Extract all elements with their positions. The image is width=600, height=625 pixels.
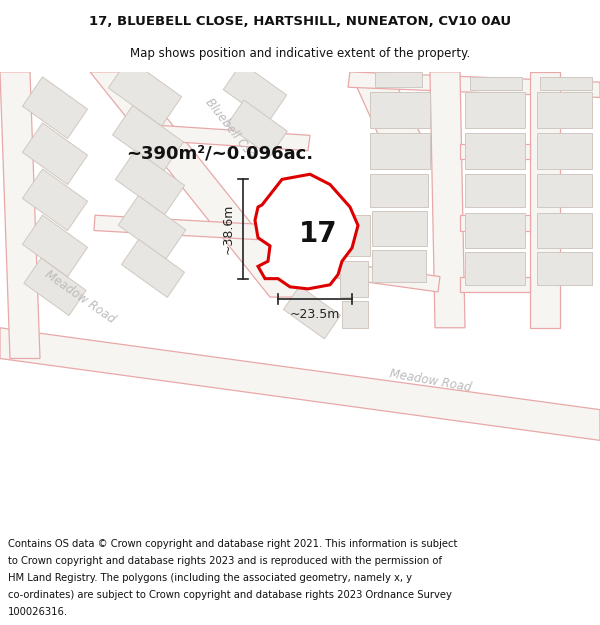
- Polygon shape: [465, 213, 525, 248]
- Polygon shape: [118, 196, 186, 259]
- Polygon shape: [223, 62, 287, 122]
- Polygon shape: [372, 250, 426, 282]
- Polygon shape: [372, 211, 427, 246]
- Polygon shape: [470, 77, 522, 90]
- Text: co-ordinates) are subject to Crown copyright and database rights 2023 Ordnance S: co-ordinates) are subject to Crown copyr…: [8, 590, 452, 600]
- Polygon shape: [537, 92, 592, 128]
- Text: Bluebell Cse: Bluebell Cse: [203, 96, 257, 161]
- Polygon shape: [370, 92, 430, 128]
- Polygon shape: [350, 72, 420, 138]
- Polygon shape: [113, 106, 184, 171]
- Polygon shape: [22, 123, 88, 184]
- Polygon shape: [465, 252, 525, 285]
- Polygon shape: [460, 215, 530, 231]
- Polygon shape: [430, 72, 465, 328]
- Polygon shape: [24, 258, 86, 316]
- Text: 17: 17: [299, 219, 337, 248]
- Polygon shape: [465, 133, 525, 169]
- Polygon shape: [115, 150, 185, 215]
- Text: Map shows position and indicative extent of the property.: Map shows position and indicative extent…: [130, 48, 470, 61]
- Polygon shape: [22, 215, 88, 277]
- Polygon shape: [340, 261, 368, 297]
- Text: Meadow Road: Meadow Road: [388, 368, 472, 394]
- Text: 100026316.: 100026316.: [8, 608, 68, 618]
- Polygon shape: [22, 77, 88, 139]
- Polygon shape: [0, 72, 40, 359]
- Polygon shape: [0, 328, 600, 441]
- Polygon shape: [375, 72, 422, 88]
- Polygon shape: [348, 72, 600, 98]
- Polygon shape: [460, 277, 530, 292]
- Polygon shape: [465, 92, 525, 128]
- Polygon shape: [22, 169, 88, 231]
- Polygon shape: [537, 133, 592, 169]
- Text: Meadow Road: Meadow Road: [43, 268, 118, 326]
- Polygon shape: [90, 72, 310, 297]
- Polygon shape: [328, 261, 440, 292]
- Polygon shape: [255, 174, 358, 289]
- Polygon shape: [121, 239, 185, 298]
- Polygon shape: [540, 77, 592, 90]
- Polygon shape: [465, 174, 525, 207]
- Text: ~23.5m: ~23.5m: [290, 308, 340, 321]
- Polygon shape: [460, 144, 530, 159]
- Polygon shape: [342, 301, 368, 328]
- Polygon shape: [340, 215, 370, 256]
- Polygon shape: [530, 72, 560, 328]
- Polygon shape: [370, 174, 428, 207]
- Polygon shape: [537, 174, 592, 207]
- Polygon shape: [283, 286, 341, 339]
- Polygon shape: [109, 59, 182, 126]
- Text: 17, BLUEBELL CLOSE, HARTSHILL, NUNEATON, CV10 0AU: 17, BLUEBELL CLOSE, HARTSHILL, NUNEATON,…: [89, 15, 511, 28]
- Polygon shape: [123, 123, 310, 151]
- Text: to Crown copyright and database rights 2023 and is reproduced with the permissio: to Crown copyright and database rights 2…: [8, 556, 442, 566]
- Polygon shape: [94, 215, 280, 241]
- Polygon shape: [537, 252, 592, 285]
- Polygon shape: [227, 100, 287, 156]
- Polygon shape: [537, 213, 592, 248]
- Polygon shape: [370, 133, 430, 169]
- Text: ~390m²/~0.096ac.: ~390m²/~0.096ac.: [127, 145, 314, 162]
- Text: HM Land Registry. The polygons (including the associated geometry, namely x, y: HM Land Registry. The polygons (includin…: [8, 573, 412, 583]
- Text: ~38.6m: ~38.6m: [222, 204, 235, 254]
- Text: Contains OS data © Crown copyright and database right 2021. This information is : Contains OS data © Crown copyright and d…: [8, 539, 457, 549]
